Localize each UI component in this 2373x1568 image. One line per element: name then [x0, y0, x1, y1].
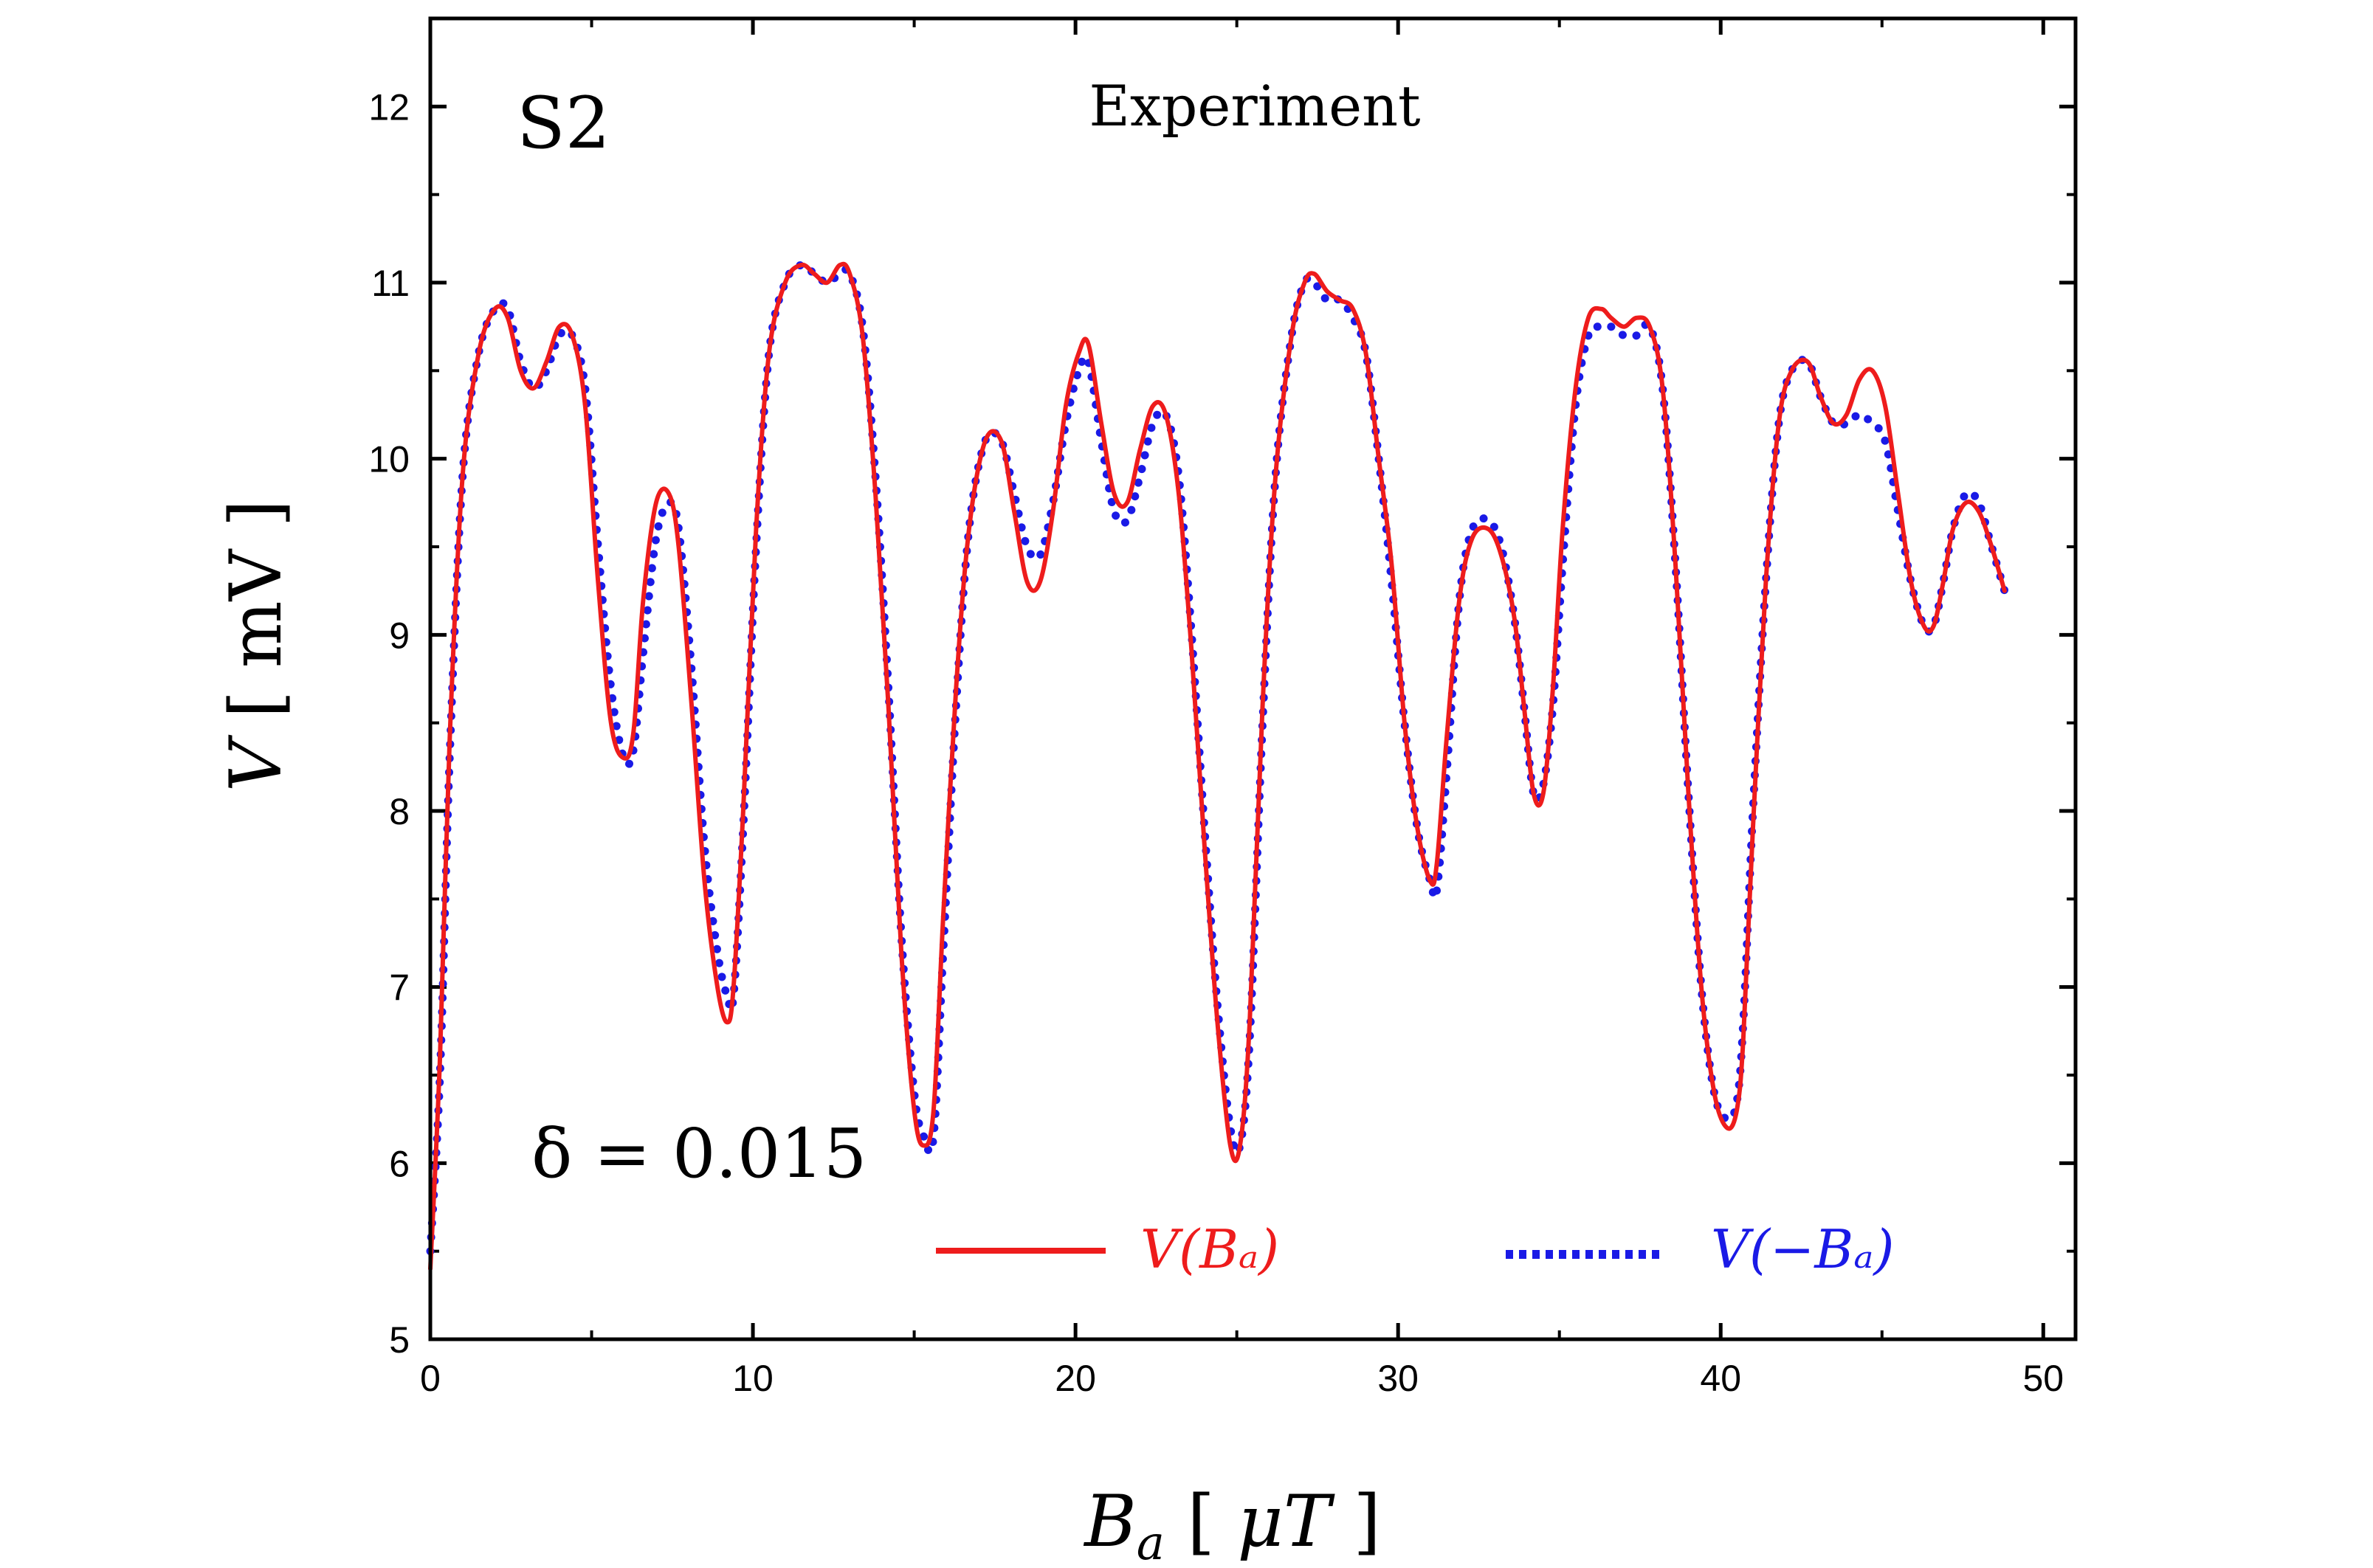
axis-ticks: 0 10 20 30 40 50 5 6 7 8 9 10 11 12	[368, 18, 2076, 1399]
y-tick-label: 9	[389, 615, 410, 656]
y-tick-label: 11	[371, 263, 410, 304]
x-tick-label: 10	[732, 1358, 774, 1399]
sample-label: S2	[517, 82, 610, 165]
x-axis-label: Ba [ μT ]	[1083, 1480, 1381, 1568]
legend: V(Bₐ) V(−Bₐ)	[936, 1218, 1894, 1280]
y-tick-label: 12	[368, 86, 410, 128]
y-tick-label: 10	[368, 439, 410, 480]
y-tick-label: 7	[389, 967, 410, 1009]
plot-series	[426, 260, 2009, 1271]
x-tick-label: 0	[420, 1358, 441, 1399]
y-axis-label: V [ mV ]	[215, 500, 297, 792]
x-tick-label: 30	[1377, 1358, 1419, 1399]
series-v-ba-line	[428, 261, 2007, 1271]
chart-subtitle: Experiment	[1089, 73, 1420, 139]
y-tick-label: 8	[389, 791, 410, 832]
legend-label-v-ba: V(Bₐ)	[1140, 1218, 1279, 1280]
series-v-minus-ba-line	[426, 260, 2009, 1256]
x-tick-label: 40	[1700, 1358, 1741, 1399]
y-tick-label: 6	[389, 1143, 410, 1184]
x-tick-label: 50	[2022, 1358, 2064, 1399]
x-tick-label: 20	[1055, 1358, 1096, 1399]
legend-label-v-minus-ba: V(−Bₐ)	[1711, 1218, 1894, 1280]
plot-frame	[428, 16, 2078, 1341]
delta-annotation: δ = 0.015	[531, 1114, 867, 1193]
y-tick-label: 5	[389, 1319, 410, 1361]
